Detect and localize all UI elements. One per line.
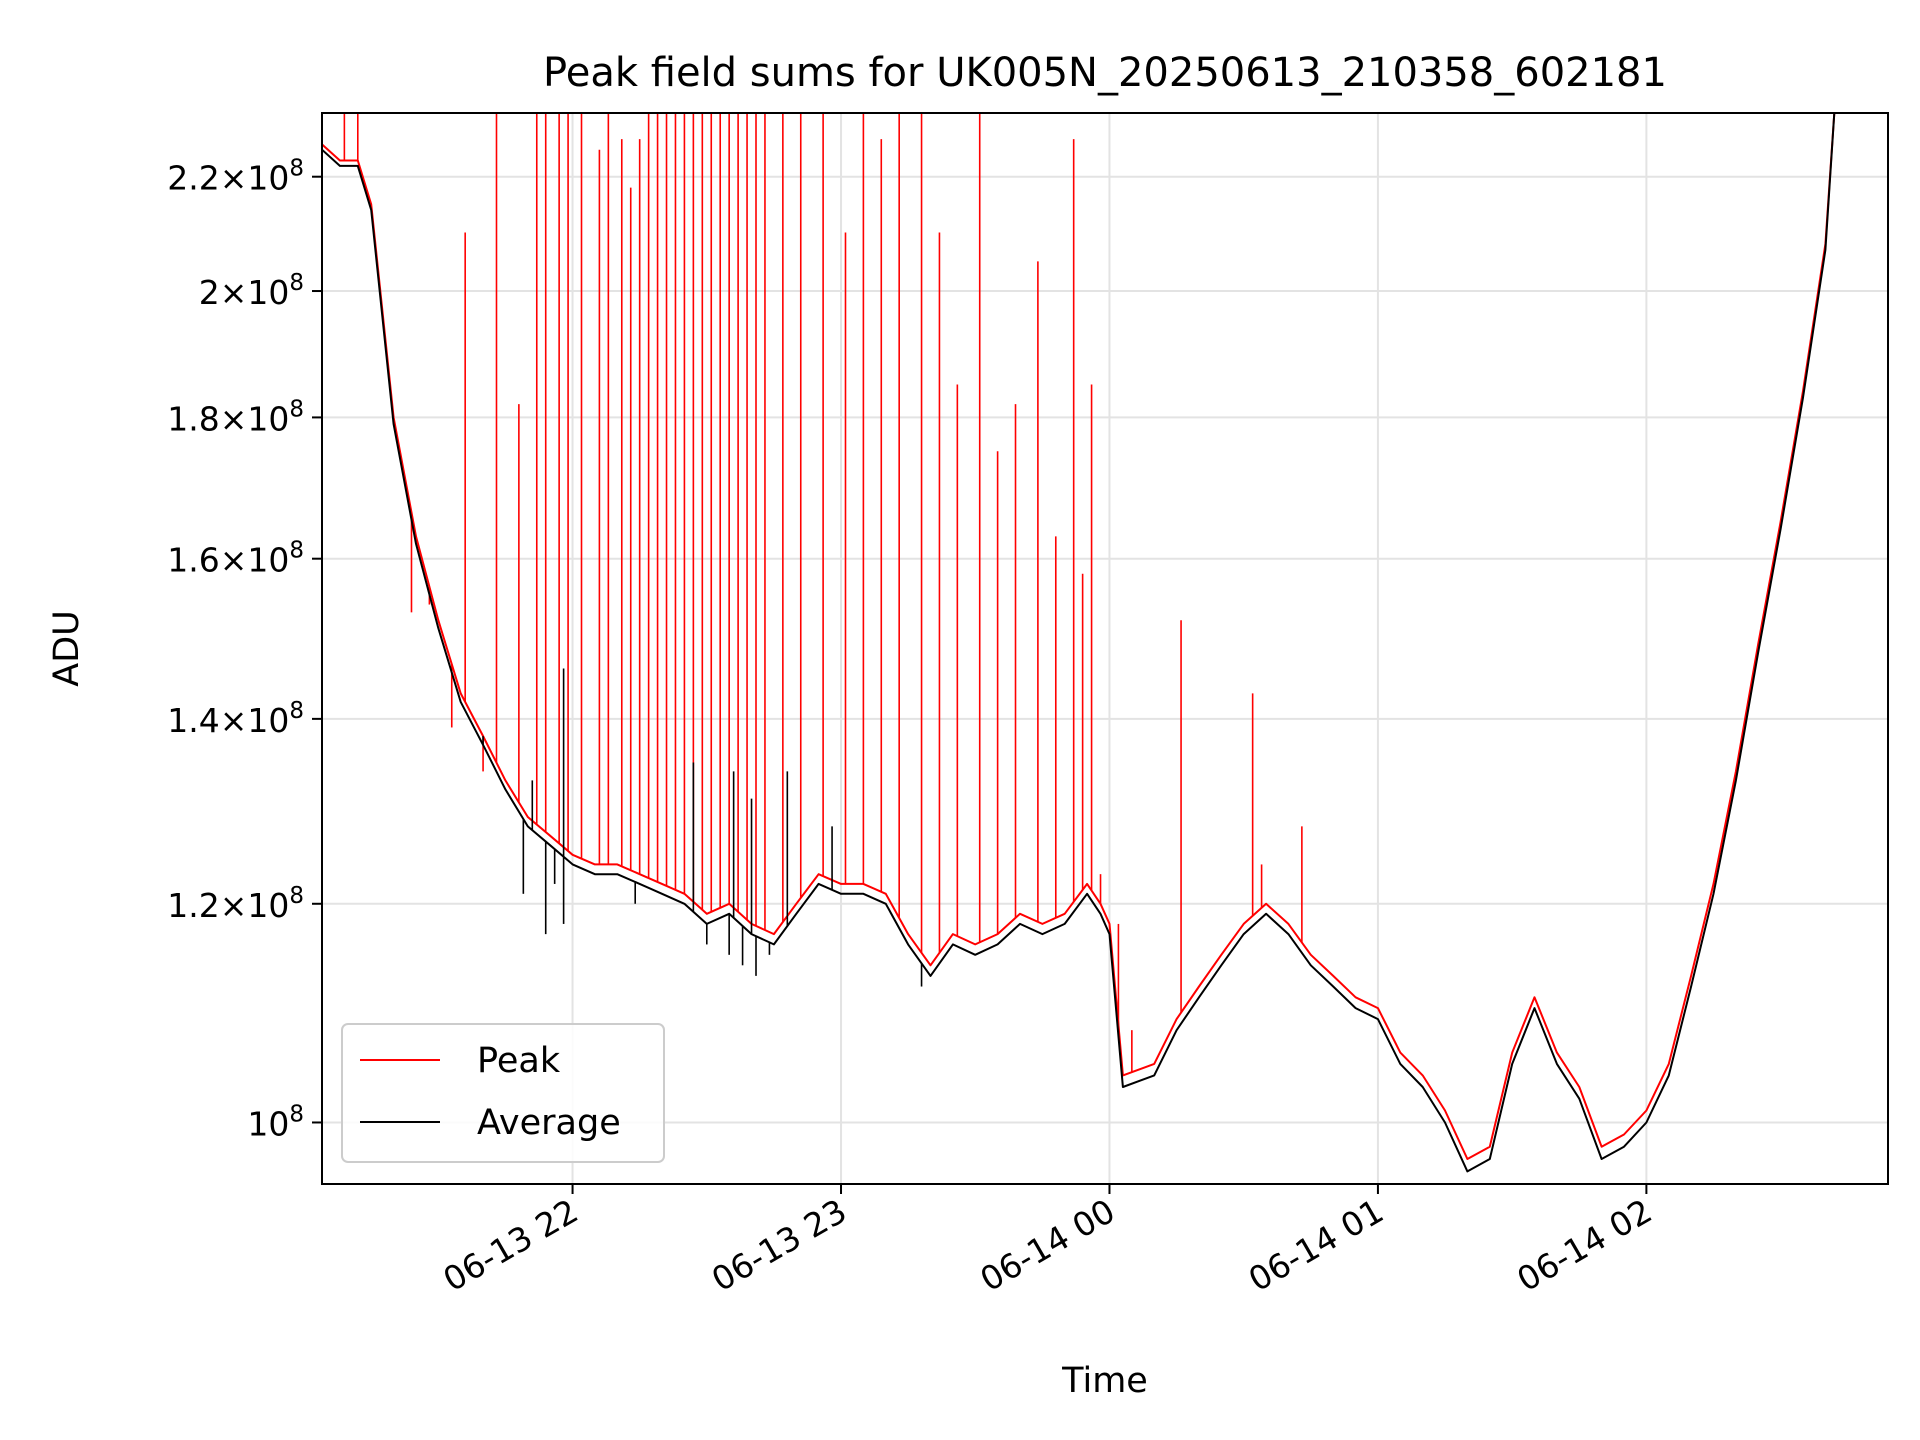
chart-title: Peak field sums for UK005N_20250613_2103… [543,50,1667,96]
y-tick-label: 1.8×108 [167,396,304,438]
series-line-peak [322,113,1836,1160]
y-tick-label: 1.2×108 [167,883,304,925]
x-axis-label: Time [1061,1361,1148,1401]
grid [322,113,1888,1184]
y-axis: 108 1.2×108 1.4×108 1.6×108 1.8×108 2×108 2.2×… [167,156,322,1143]
legend: Peak Average [341,1023,665,1163]
legend-box [341,1023,665,1163]
y-tick-label: 1.6×108 [167,538,304,580]
legend-label: Peak [477,1041,561,1081]
plot-frame [321,112,1889,1185]
y-tick-label: 1.4×108 [167,698,304,740]
y-axis-label: ADU [47,610,87,687]
y-tick-label: 2.2×108 [167,156,304,198]
legend-label: Average [477,1103,621,1143]
series-line-average [322,113,1836,1173]
y-tick-label: 108 [247,1101,304,1143]
plot-series [322,113,1836,1173]
y-tick-label: 2×108 [199,270,304,312]
